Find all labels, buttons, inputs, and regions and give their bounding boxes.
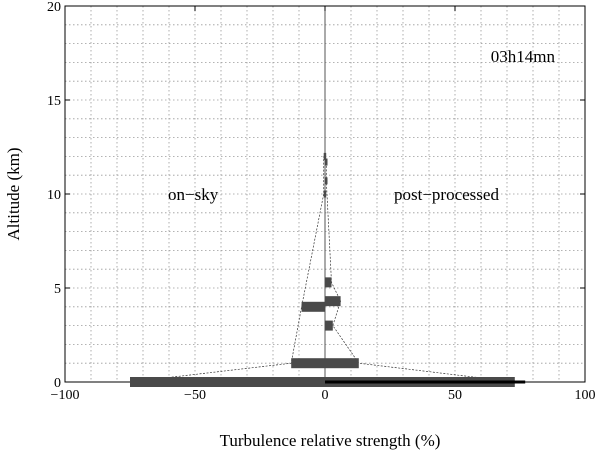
bar [325, 158, 328, 166]
bar [325, 320, 333, 331]
x-axis-title: Turbulence relative strength (%) [220, 431, 441, 450]
y-tick-label: 20 [47, 0, 61, 15]
bar [291, 358, 325, 369]
x-tick-label: −50 [184, 388, 206, 403]
profile-line [129, 156, 325, 383]
annotation-time: 03h14mn [491, 47, 556, 66]
x-tick-label: 100 [575, 388, 596, 403]
bar [325, 277, 332, 288]
annotation-right-label: post−processed [394, 185, 499, 204]
bar [325, 296, 341, 307]
bar [130, 377, 325, 387]
bar [301, 301, 325, 312]
bar [323, 152, 327, 160]
bar [325, 177, 328, 185]
y-tick-label: 10 [47, 188, 61, 203]
y-tick-label: 15 [47, 94, 61, 109]
x-tick-label: 50 [448, 388, 462, 403]
bar [323, 190, 327, 198]
y-tick-label: 0 [54, 376, 61, 391]
y-tick-label: 5 [54, 282, 61, 297]
y-axis-title: Altitude (km) [4, 147, 23, 240]
bar [325, 380, 526, 384]
x-tick-label: 0 [322, 388, 329, 403]
annotation-left-label: on−sky [168, 185, 219, 204]
bar [325, 358, 359, 369]
x-tick-label: −100 [51, 388, 80, 403]
